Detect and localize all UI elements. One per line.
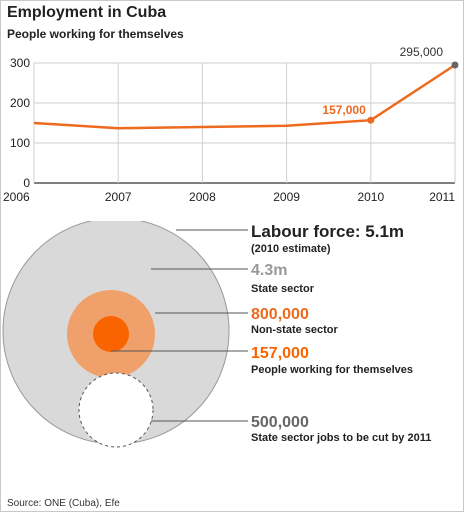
self-employed-circle: [93, 316, 129, 352]
self-employed-label: People working for themselves: [251, 364, 413, 376]
y-axis-ticks: 0 100 200 300: [10, 56, 30, 190]
job-cuts-label: State sector jobs to be cut by 2011: [251, 432, 431, 444]
x-tick-label: 2009: [273, 190, 300, 204]
chart-title: Employment in Cuba: [7, 4, 167, 21]
chart-subtitle: People working for themselves: [7, 27, 184, 41]
self-employed-value: 157,000: [251, 345, 309, 362]
data-point: [367, 116, 375, 124]
source-note: Source: ONE (Cuba), Efe: [7, 498, 120, 509]
job-cuts-value: 500,000: [251, 414, 309, 431]
x-tick-label: 2011: [429, 190, 455, 204]
labour-force-note: (2010 estimate): [251, 243, 331, 255]
x-tick-label: 2008: [189, 190, 216, 204]
x-axis-ticks: 2006 2007 2008 2009 2010 2011: [3, 190, 455, 204]
line-chart: 2006 2007 2008 2009 2010 2011 0 100 200 300 157,…: [3, 45, 459, 204]
job-cuts-circle: [78, 372, 154, 448]
state-sector-value: 4.3m: [251, 262, 287, 279]
data-label: 295,000: [400, 45, 444, 59]
data-points: [367, 61, 459, 124]
state-sector-label: State sector: [251, 283, 315, 295]
series-line: [33, 63, 456, 130]
labour-force-value: Labour force: 5.1m: [251, 222, 404, 241]
y-tick-label: 100: [10, 136, 30, 150]
grid: [33, 62, 456, 184]
non-state-value: 800,000: [251, 306, 309, 323]
y-tick-label: 300: [10, 56, 30, 70]
x-tick-label: 2010: [357, 190, 384, 204]
annotations: 157,000 295,000: [322, 45, 443, 117]
x-tick-label: 2007: [105, 190, 132, 204]
x-tick-label: 2006: [3, 190, 30, 204]
non-state-label: Non-state sector: [251, 324, 339, 336]
data-point: [451, 61, 459, 69]
y-tick-label: 0: [23, 176, 30, 190]
data-label: 157,000: [322, 103, 366, 117]
y-tick-label: 200: [10, 96, 30, 110]
labour-diagram: Labour force: 5.1m (2010 estimate) 4.3m …: [2, 221, 431, 448]
